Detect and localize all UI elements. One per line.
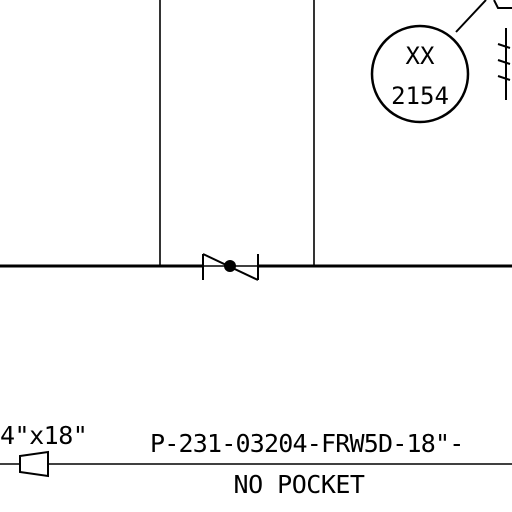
line-number-label: P-231-03204-FRW5D-18"- <box>150 429 464 458</box>
line-note-label: NO POCKET <box>234 470 365 499</box>
edge-symbol-fragment <box>497 28 511 100</box>
check-valve-icon <box>202 253 259 281</box>
bubble-leader-line <box>455 0 487 33</box>
leader-tick-mark <box>493 0 512 9</box>
reducer-size-label: 4"x18" <box>0 421 87 450</box>
instrument-tag-letters: XX <box>406 42 435 70</box>
instrument-bubble: XX 2154 <box>370 24 470 124</box>
reducer-icon <box>19 450 49 478</box>
instrument-tag-number: 2154 <box>391 82 449 110</box>
